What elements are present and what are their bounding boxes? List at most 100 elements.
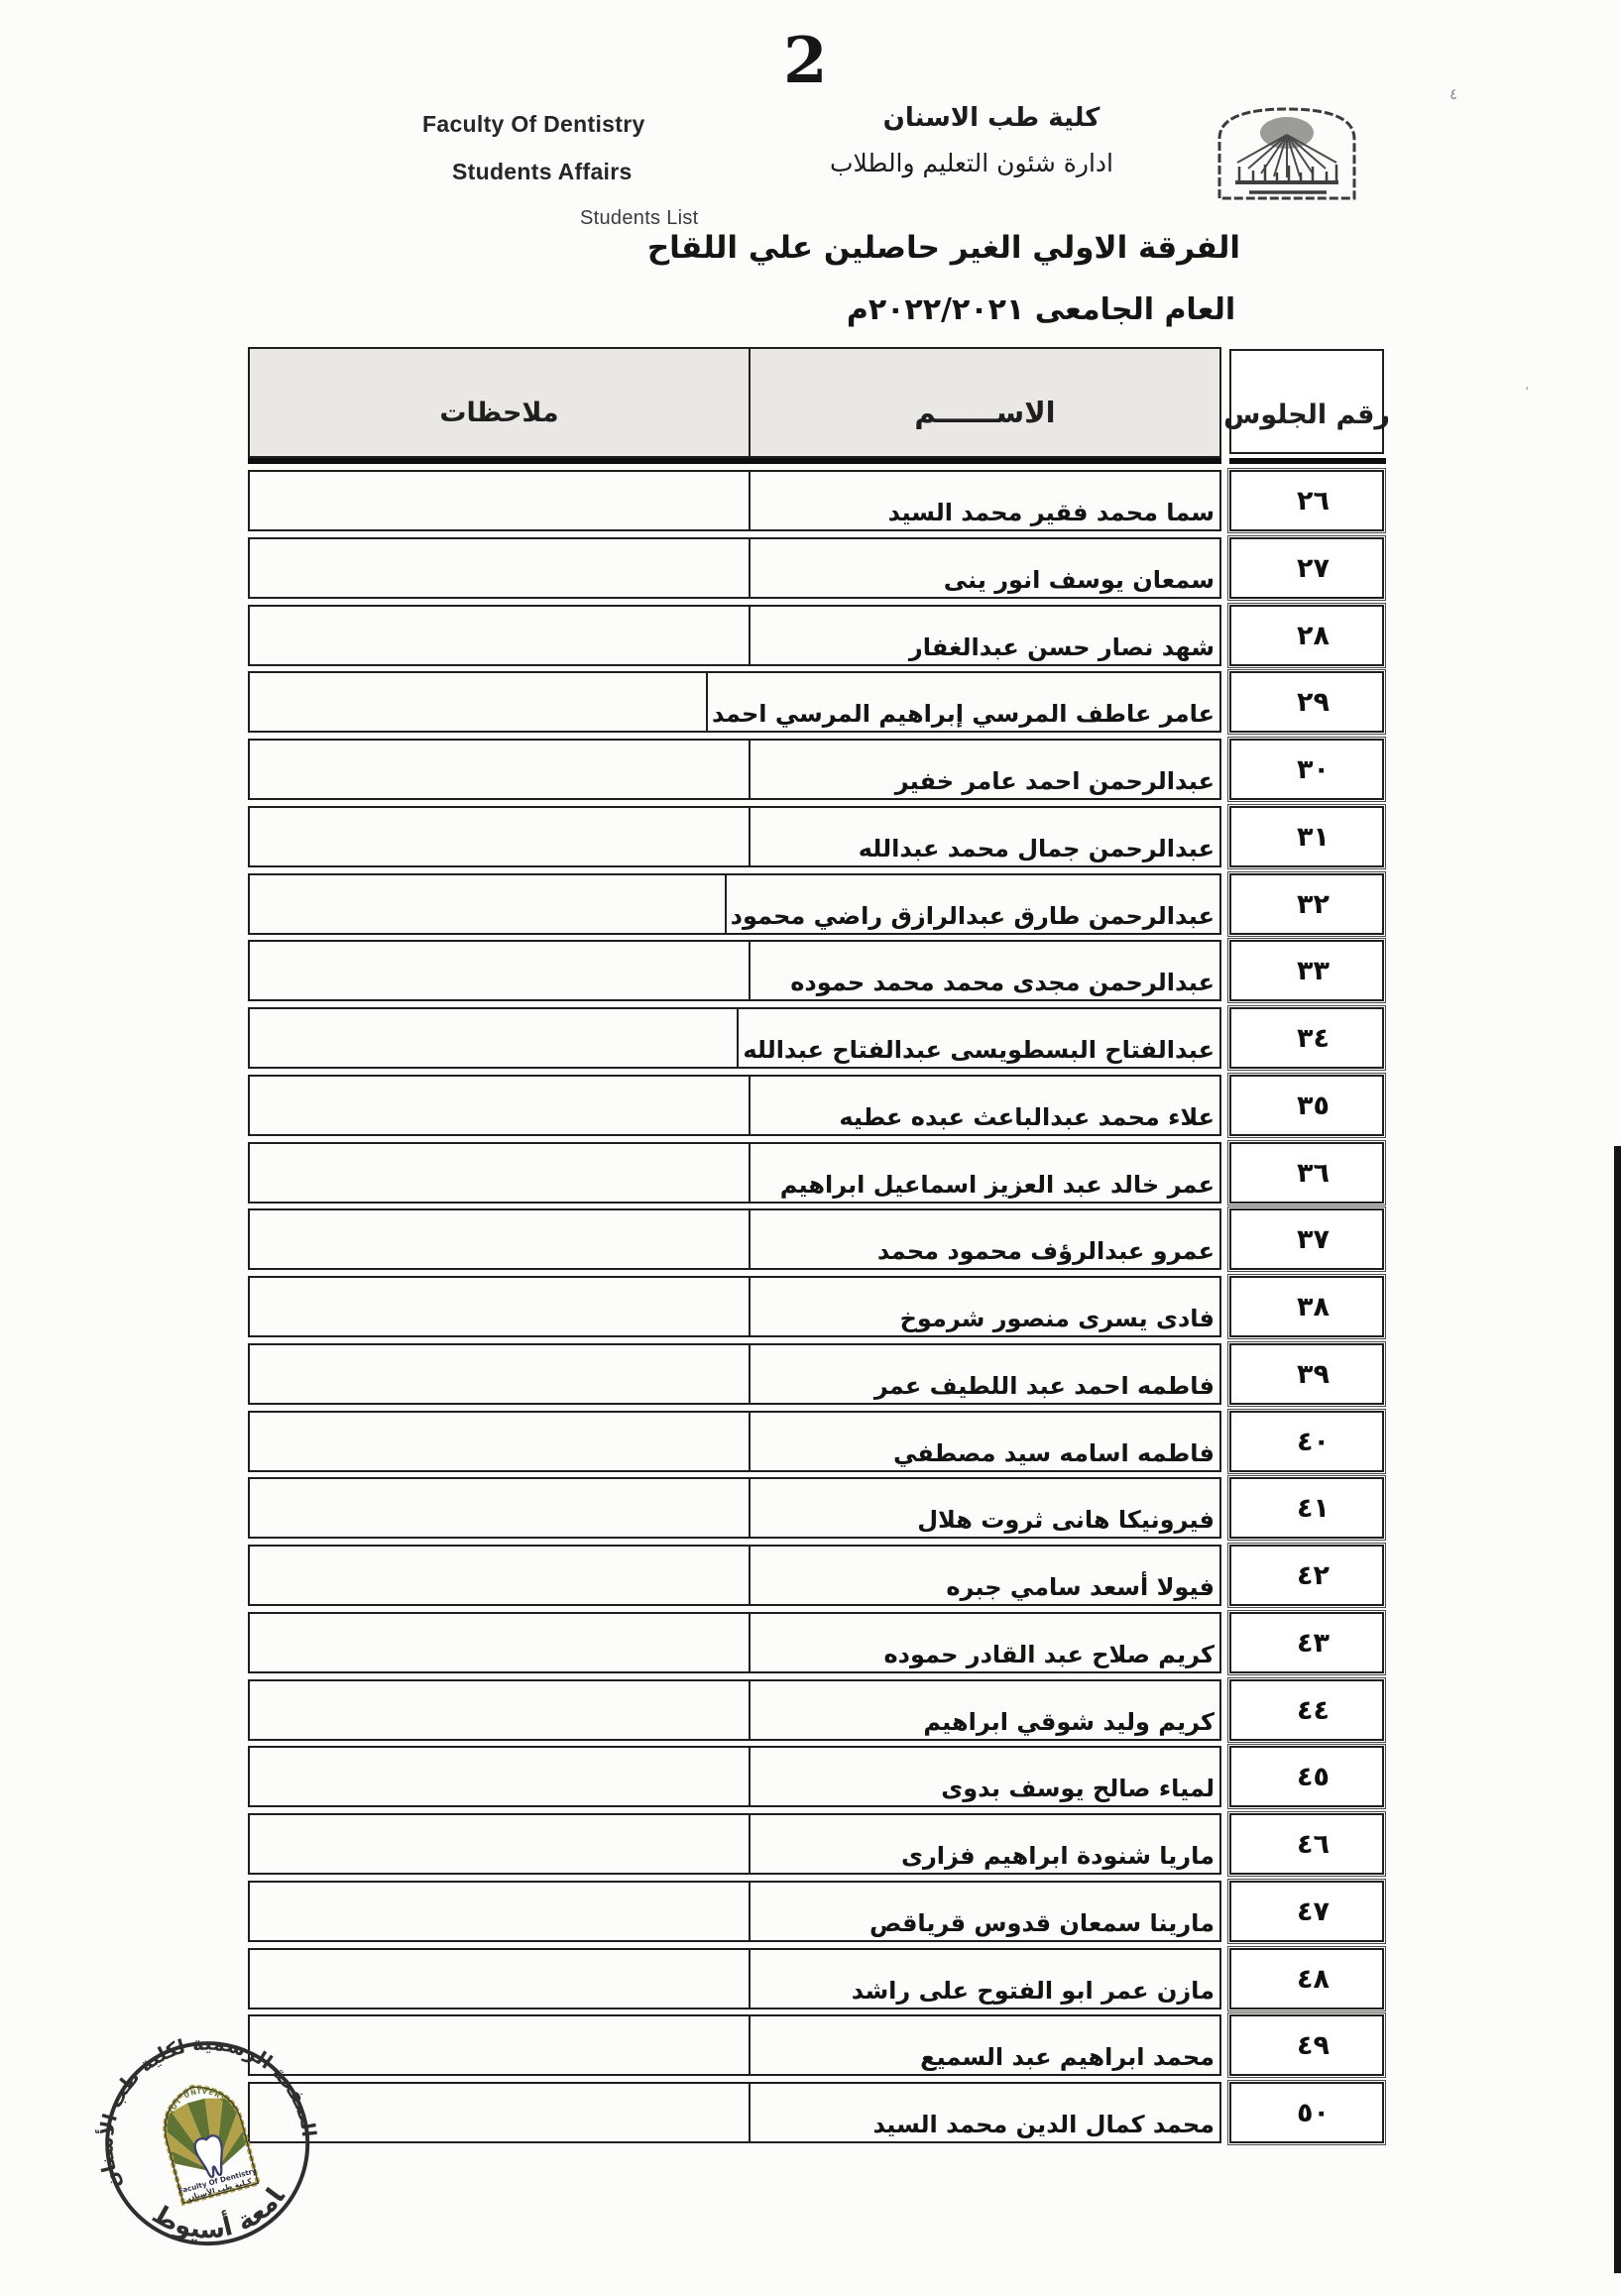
seat-number: ٤٩ bbox=[1227, 2012, 1386, 2078]
seat-number: ٤٣ bbox=[1227, 1610, 1386, 1675]
student-name: شهد نصار حسن عبدالغفار bbox=[908, 633, 1215, 661]
student-name: فاطمه احمد عبد اللطيف عمر bbox=[873, 1372, 1215, 1400]
seat-number: ٥٠ bbox=[1227, 2080, 1386, 2145]
seat-number: ٢٧ bbox=[1227, 535, 1386, 601]
student-name: عامر عاطف المرسي إبراهيم المرسي احمد bbox=[712, 700, 1215, 728]
student-name: لمياء صالح يوسف بدوى bbox=[941, 1775, 1215, 1802]
student-name: كريم وليد شوقي ابراهيم bbox=[923, 1708, 1215, 1736]
table-row: فاطمه اسامه سيد مصطفي bbox=[248, 1411, 1221, 1472]
notes-cell bbox=[250, 1815, 751, 1873]
notes-cell bbox=[250, 942, 751, 999]
tooth-icon bbox=[193, 2134, 223, 2179]
table-header: ملاحظات الاســــــم bbox=[248, 347, 1221, 458]
seat-number: ٢٦ bbox=[1227, 468, 1386, 533]
table-row: سمعان يوسف انور ينى bbox=[248, 537, 1221, 599]
student-name: سمعان يوسف انور ينى bbox=[943, 566, 1215, 594]
student-name: مارينا سمعان قدوس قرياقص bbox=[868, 1909, 1215, 1937]
seat-number: ٣١ bbox=[1227, 804, 1386, 869]
seat-number: ٣٦ bbox=[1227, 1140, 1386, 1205]
notes-cell bbox=[250, 1547, 751, 1604]
table-row: كريم صلاح عبد القادر حموده bbox=[248, 1612, 1221, 1673]
table-row: عمر خالد عبد العزيز اسماعيل ابراهيم bbox=[248, 1142, 1221, 1204]
student-name: عبدالرحمن طارق عبدالرازق راضي محمود bbox=[730, 902, 1215, 930]
table-row: شهد نصار حسن عبدالغفار bbox=[248, 605, 1221, 666]
table-row: مازن عمر ابو الفتوح على راشد bbox=[248, 1948, 1221, 2009]
student-name: محمد ابراهيم عبد السميع bbox=[920, 2043, 1215, 2071]
notes-cell bbox=[250, 673, 709, 731]
table-row: فادى يسرى منصور شرموخ bbox=[248, 1276, 1221, 1337]
notes-cell bbox=[250, 1009, 740, 1067]
student-name: عبدالرحمن جمال محمد عبدالله bbox=[858, 835, 1215, 862]
seat-number: ٢٨ bbox=[1227, 603, 1386, 668]
notes-cell bbox=[250, 875, 727, 933]
table-row: كريم وليد شوقي ابراهيم bbox=[248, 1679, 1221, 1741]
notes-cell bbox=[250, 1614, 751, 1671]
notes-cell bbox=[250, 1144, 751, 1202]
letterhead-department-en: Students Affairs bbox=[452, 159, 633, 184]
table-row: عبدالرحمن مجدى محمد محمد حموده bbox=[248, 940, 1221, 1001]
scan-edge-artifact bbox=[1614, 1146, 1621, 2273]
seat-number: ٤٠ bbox=[1227, 1409, 1386, 1474]
table-row: ماريا شنودة ابراهيم فزارى bbox=[248, 1813, 1221, 1875]
notes-cell bbox=[250, 1479, 751, 1537]
table-row: عامر عاطف المرسي إبراهيم المرسي احمد bbox=[248, 671, 1221, 733]
notes-cell bbox=[250, 1345, 751, 1403]
table-row: عبدالرحمن جمال محمد عبدالله bbox=[248, 806, 1221, 867]
seat-number: ٣٣ bbox=[1227, 938, 1386, 1003]
document-title: الفرقة الاولي الغير حاصلين علي اللقاح bbox=[646, 230, 1240, 266]
table-row: محمد ابراهيم عبد السميع bbox=[248, 2014, 1221, 2076]
table-row: عبدالرحمن احمد عامر خفير bbox=[248, 739, 1221, 800]
university-logo-icon bbox=[1217, 107, 1356, 200]
notes-cell bbox=[250, 2084, 751, 2141]
seat-number: ٣٨ bbox=[1227, 1274, 1386, 1339]
table-row: عبدالرحمن طارق عبدالرازق راضي محمود bbox=[248, 873, 1221, 935]
student-name: فادى يسرى منصور شرموخ bbox=[899, 1305, 1215, 1332]
student-name: علاء محمد عبدالباعث عبده عطيه bbox=[839, 1103, 1215, 1131]
seat-number: ٤٨ bbox=[1227, 1946, 1386, 2011]
student-name: ماريا شنودة ابراهيم فزارى bbox=[900, 1842, 1215, 1870]
letterhead-faculty-ar: كلية طب الاسنان bbox=[882, 103, 1100, 133]
letterhead-department-ar: ادارة شئون التعليم والطلاب bbox=[829, 149, 1114, 177]
student-name: سما محمد فقير محمد السيد bbox=[887, 499, 1215, 526]
column-header-notes: ملاحظات bbox=[250, 349, 751, 456]
seat-number: ٤٥ bbox=[1227, 1744, 1386, 1809]
seat-number: ٤٧ bbox=[1227, 1879, 1386, 1944]
notes-cell bbox=[250, 1278, 751, 1335]
notes-cell bbox=[250, 539, 751, 597]
student-name: كريم صلاح عبد القادر حموده bbox=[883, 1641, 1215, 1668]
table-row: مارينا سمعان قدوس قرياقص bbox=[248, 1881, 1221, 1942]
table-row: محمد كمال الدين محمد السيد bbox=[248, 2082, 1221, 2143]
seat-number: ٤٢ bbox=[1227, 1543, 1386, 1608]
table-row: فيولا أسعد سامي جبره bbox=[248, 1545, 1221, 1606]
student-name: عبدالرحمن مجدى محمد محمد حموده bbox=[790, 969, 1215, 996]
table-row: علاء محمد عبدالباعث عبده عطيه bbox=[248, 1075, 1221, 1136]
scan-speck: ، bbox=[1525, 379, 1530, 394]
notes-cell bbox=[250, 607, 751, 664]
notes-cell bbox=[250, 472, 751, 529]
student-name: مازن عمر ابو الفتوح على راشد bbox=[851, 1977, 1215, 2005]
seat-number: ٣٤ bbox=[1227, 1005, 1386, 1071]
academic-year: العام الجامعى ٢٠٢٢/٢٠٢١م bbox=[846, 292, 1236, 327]
student-name: عبدالرحمن احمد عامر خفير bbox=[894, 767, 1215, 795]
table-row: فاطمه احمد عبد اللطيف عمر bbox=[248, 1343, 1221, 1405]
page-number: 2 bbox=[783, 24, 828, 98]
seat-number: ٣٥ bbox=[1227, 1073, 1386, 1138]
student-name: فاطمه اسامه سيد مصطفي bbox=[893, 1439, 1215, 1467]
notes-cell bbox=[250, 1681, 751, 1739]
seat-number: ٣٢ bbox=[1227, 871, 1386, 937]
student-name: فيولا أسعد سامي جبره bbox=[946, 1573, 1215, 1601]
student-name: عمر خالد عبد العزيز اسماعيل ابراهيم bbox=[779, 1171, 1215, 1199]
header-heavy-rule bbox=[248, 458, 1221, 464]
student-name: فيرونيكا هانى ثروت هلال bbox=[917, 1506, 1215, 1534]
seat-number: ٤١ bbox=[1227, 1475, 1386, 1541]
notes-cell bbox=[250, 808, 751, 865]
table-row: فيرونيكا هانى ثروت هلال bbox=[248, 1477, 1221, 1539]
table-row: سما محمد فقير محمد السيد bbox=[248, 470, 1221, 531]
seat-number: ٤٤ bbox=[1227, 1677, 1386, 1743]
seat-number: ٣٧ bbox=[1227, 1206, 1386, 1272]
notes-cell bbox=[250, 1413, 751, 1470]
notes-cell bbox=[250, 1748, 751, 1805]
official-stamp: الصفحة الرسمية لكلية طب الأسنان جامعة أس… bbox=[69, 2007, 323, 2262]
header-heavy-rule bbox=[1229, 458, 1386, 464]
